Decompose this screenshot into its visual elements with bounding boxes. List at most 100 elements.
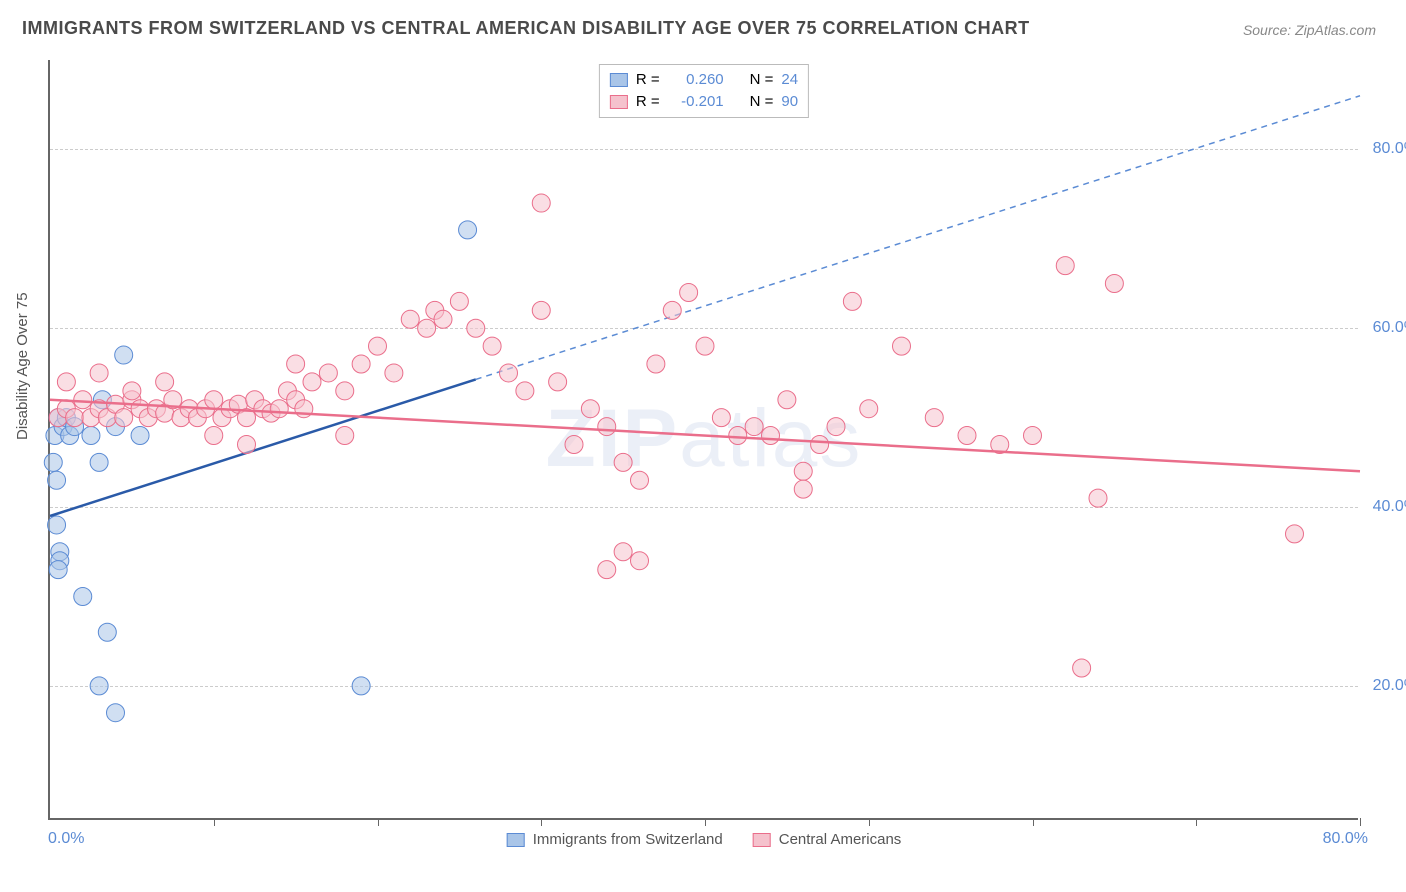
legend-r-label: R =: [636, 69, 660, 91]
data-point-central: [1105, 275, 1123, 293]
data-point-central: [680, 283, 698, 301]
x-tick: [541, 818, 542, 826]
data-point-central: [1089, 489, 1107, 507]
x-tick: [1360, 818, 1361, 826]
data-point-central: [794, 480, 812, 498]
data-point-central: [663, 301, 681, 319]
data-point-central: [729, 427, 747, 445]
legend-correlation: R =0.260N =24R =-0.201N =90: [599, 64, 809, 118]
data-point-central: [123, 382, 141, 400]
data-point-central: [631, 471, 649, 489]
data-point-central: [90, 364, 108, 382]
data-point-central: [418, 319, 436, 337]
data-point-central: [631, 552, 649, 570]
y-tick-label: 40.0%: [1363, 498, 1406, 516]
data-point-central: [843, 292, 861, 310]
data-point-central: [500, 364, 518, 382]
data-point-central: [532, 194, 550, 212]
data-point-central: [647, 355, 665, 373]
data-point-central: [205, 427, 223, 445]
y-tick-label: 20.0%: [1363, 677, 1406, 695]
data-point-central: [303, 373, 321, 391]
data-point-central: [794, 462, 812, 480]
data-point-central: [450, 292, 468, 310]
legend-series: Immigrants from Switzerland Central Ameri…: [507, 831, 902, 848]
data-point-central: [581, 400, 599, 418]
data-point-switzerland: [98, 623, 116, 641]
data-point-central: [745, 418, 763, 436]
data-point-switzerland: [115, 346, 133, 364]
legend-n-value: 24: [781, 69, 798, 91]
data-point-switzerland: [459, 221, 477, 239]
data-point-central: [712, 409, 730, 427]
y-tick-label: 60.0%: [1363, 319, 1406, 337]
data-point-central: [811, 435, 829, 453]
data-point-central: [516, 382, 534, 400]
data-point-central: [401, 310, 419, 328]
y-axis-label: Disability Age Over 75: [14, 292, 31, 440]
legend-series-label: Immigrants from Switzerland: [533, 831, 723, 848]
x-tick: [1033, 818, 1034, 826]
scatter-svg: [50, 60, 1358, 818]
data-point-central: [1286, 525, 1304, 543]
data-point-central: [319, 364, 337, 382]
source-label: Source: ZipAtlas.com: [1243, 22, 1376, 38]
data-point-switzerland: [74, 587, 92, 605]
data-point-central: [238, 435, 256, 453]
x-tick: [1196, 818, 1197, 826]
legend-n-value: 90: [781, 91, 798, 113]
x-tick: [869, 818, 870, 826]
legend-swatch: [610, 73, 628, 87]
data-point-central: [598, 561, 616, 579]
data-point-switzerland: [90, 677, 108, 695]
legend-row-switzerland: R =0.260N =24: [610, 69, 798, 91]
x-tick: [705, 818, 706, 826]
legend-item-switzerland: Immigrants from Switzerland: [507, 831, 723, 848]
legend-item-central: Central Americans: [753, 831, 902, 848]
data-point-switzerland: [90, 453, 108, 471]
trendline-switzerland-extrapolated: [476, 96, 1360, 380]
data-point-switzerland: [48, 516, 66, 534]
data-point-switzerland: [352, 677, 370, 695]
data-point-switzerland: [48, 471, 66, 489]
data-point-central: [74, 391, 92, 409]
data-point-central: [1056, 257, 1074, 275]
data-point-central: [352, 355, 370, 373]
data-point-central: [336, 382, 354, 400]
data-point-central: [860, 400, 878, 418]
data-point-central: [614, 543, 632, 561]
data-point-central: [778, 391, 796, 409]
data-point-central: [66, 409, 84, 427]
data-point-switzerland: [49, 561, 67, 579]
legend-r-value: 0.260: [668, 69, 724, 91]
x-axis-min-label: 0.0%: [48, 830, 84, 848]
data-point-central: [614, 453, 632, 471]
legend-n-label: N =: [750, 91, 774, 113]
data-point-central: [287, 355, 305, 373]
data-point-central: [369, 337, 387, 355]
legend-series-label: Central Americans: [779, 831, 902, 848]
data-point-switzerland: [82, 427, 100, 445]
x-tick: [214, 818, 215, 826]
data-point-central: [925, 409, 943, 427]
data-point-switzerland: [44, 453, 62, 471]
data-point-central: [434, 310, 452, 328]
data-point-switzerland: [107, 704, 125, 722]
data-point-central: [385, 364, 403, 382]
legend-r-label: R =: [636, 91, 660, 113]
data-point-central: [598, 418, 616, 436]
x-axis-max-label: 80.0%: [1323, 830, 1368, 848]
data-point-central: [1073, 659, 1091, 677]
data-point-switzerland: [131, 427, 149, 445]
data-point-central: [115, 409, 133, 427]
data-point-central: [893, 337, 911, 355]
plot-area: ZIPatlas 20.0%40.0%60.0%80.0% R =0.260N …: [48, 60, 1358, 820]
data-point-central: [565, 435, 583, 453]
data-point-central: [696, 337, 714, 355]
data-point-central: [156, 373, 174, 391]
x-tick: [378, 818, 379, 826]
data-point-central: [336, 427, 354, 445]
data-point-central: [532, 301, 550, 319]
y-tick-label: 80.0%: [1363, 140, 1406, 158]
data-point-central: [205, 391, 223, 409]
